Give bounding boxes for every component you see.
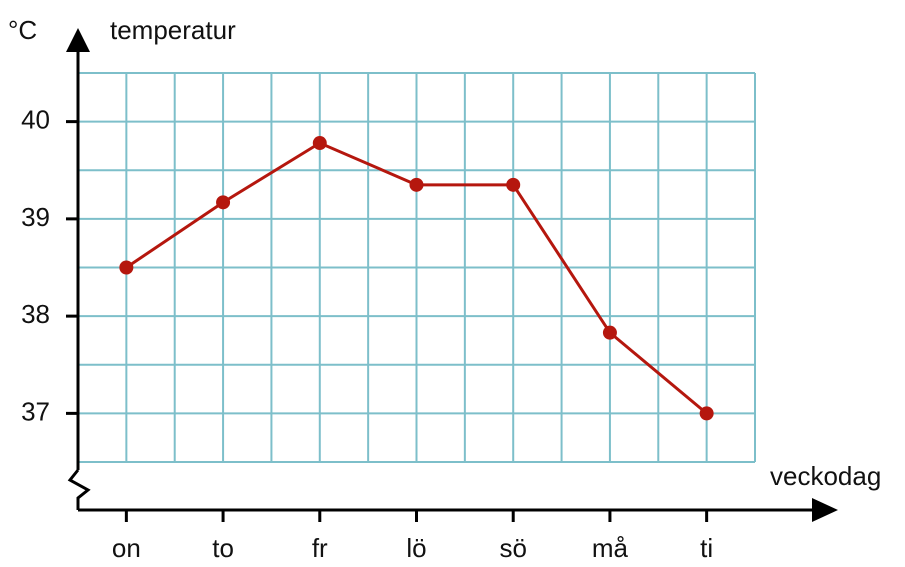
y-arrow xyxy=(66,28,90,52)
point xyxy=(216,195,231,210)
x-tick-label: må xyxy=(592,533,629,563)
point xyxy=(409,177,424,192)
x-tick-label: ti xyxy=(700,533,713,563)
point xyxy=(602,325,617,340)
grid xyxy=(77,72,756,463)
x-tick-label: on xyxy=(112,533,141,563)
x-tick-label: fr xyxy=(312,533,328,563)
y-tick-label: 40 xyxy=(21,105,50,135)
y-axis-label: temperatur xyxy=(110,15,236,45)
y-tick-label: 38 xyxy=(21,299,50,329)
axis-break xyxy=(67,469,91,510)
x-arrow xyxy=(812,498,838,522)
x-tick-label: sö xyxy=(499,533,526,563)
x-tick-label: to xyxy=(212,533,234,563)
axes xyxy=(67,48,815,512)
point xyxy=(699,406,714,421)
marks xyxy=(119,136,714,421)
point xyxy=(312,136,327,151)
point xyxy=(506,177,521,192)
y-unit: °C xyxy=(8,15,37,45)
y-tick-label: 37 xyxy=(21,396,50,426)
y-tick-label: 39 xyxy=(21,202,50,232)
x-tick-label: lö xyxy=(406,533,426,563)
x-axis-label: veckodag xyxy=(770,461,881,491)
point xyxy=(119,260,134,275)
